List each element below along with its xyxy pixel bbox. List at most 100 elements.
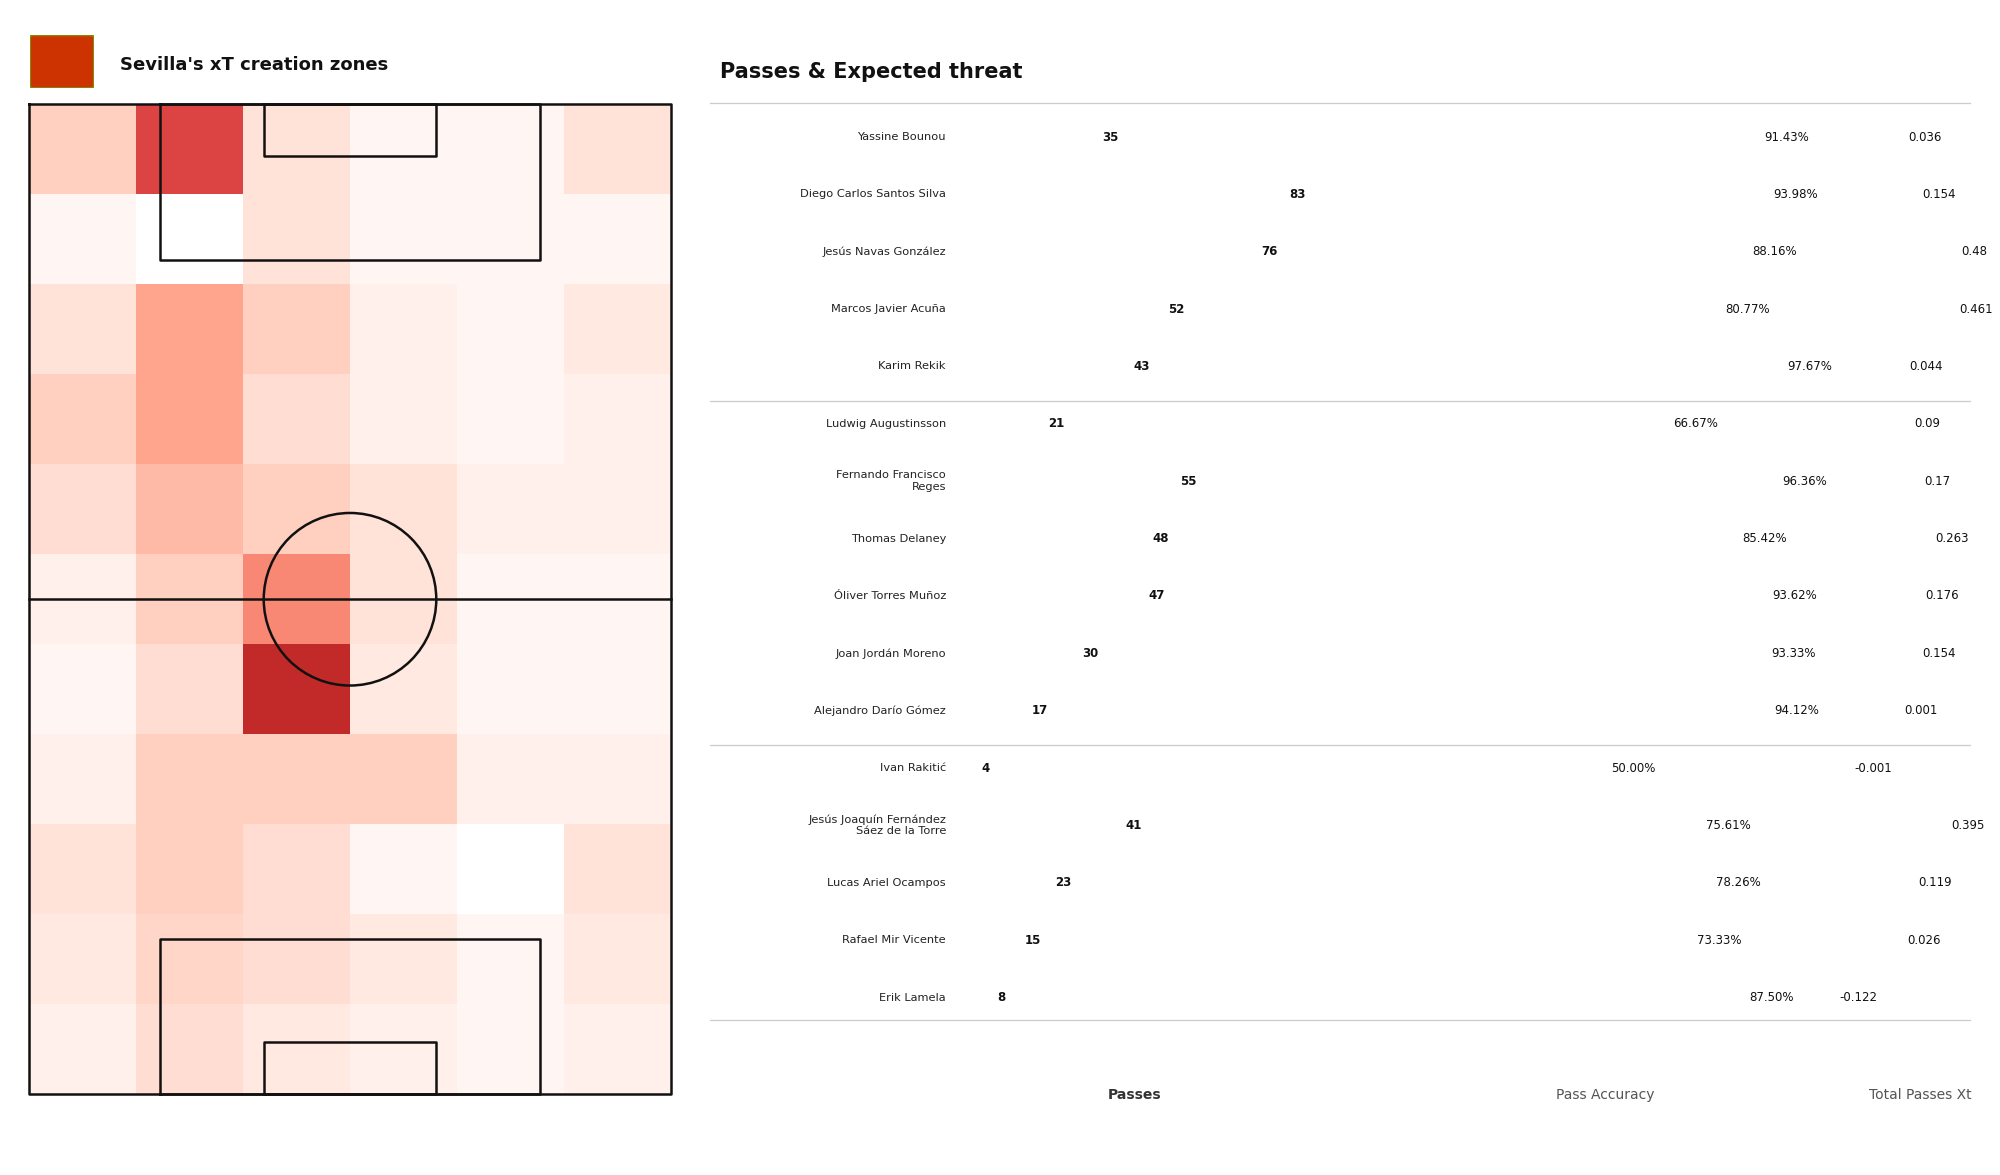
Text: 91.43%: 91.43% bbox=[1764, 130, 1810, 143]
Bar bbox=[350, 284, 456, 375]
Text: 0.036: 0.036 bbox=[1908, 130, 1942, 143]
Text: 83: 83 bbox=[1288, 188, 1306, 201]
Bar bbox=[136, 194, 244, 284]
Text: 52: 52 bbox=[1168, 303, 1184, 316]
Text: 30: 30 bbox=[1082, 646, 1098, 660]
Text: 0.263: 0.263 bbox=[1936, 532, 1968, 545]
Text: 80.77%: 80.77% bbox=[1724, 303, 1770, 316]
Bar bbox=[456, 644, 564, 734]
Bar bbox=[456, 914, 564, 1005]
Bar bbox=[244, 1005, 350, 1094]
Text: 43: 43 bbox=[1134, 360, 1150, 372]
Bar bbox=[564, 284, 670, 375]
Text: 0.044: 0.044 bbox=[1910, 360, 1942, 372]
Bar bbox=[244, 644, 350, 734]
Text: Total Passes Xt: Total Passes Xt bbox=[1868, 1088, 1972, 1102]
Text: Fernando Francisco
Reges: Fernando Francisco Reges bbox=[836, 470, 946, 492]
Text: Marcos Javier Acuña: Marcos Javier Acuña bbox=[832, 304, 946, 314]
Text: 55: 55 bbox=[1180, 475, 1196, 488]
Text: -0.001: -0.001 bbox=[1854, 761, 1892, 774]
Text: 0.026: 0.026 bbox=[1908, 934, 1940, 947]
Bar bbox=[564, 824, 670, 914]
Text: 47: 47 bbox=[1148, 590, 1166, 603]
Bar bbox=[244, 194, 350, 284]
Bar bbox=[244, 284, 350, 375]
Bar bbox=[136, 824, 244, 914]
Bar bbox=[564, 555, 670, 644]
Text: 15: 15 bbox=[1024, 934, 1040, 947]
Bar bbox=[136, 375, 244, 464]
Text: Rafael Mir Vicente: Rafael Mir Vicente bbox=[842, 935, 946, 945]
Text: 0.154: 0.154 bbox=[1922, 646, 1956, 660]
Text: Erik Lamela: Erik Lamela bbox=[880, 993, 946, 1002]
Text: Jesús Navas González: Jesús Navas González bbox=[822, 247, 946, 257]
Bar bbox=[136, 555, 244, 644]
Text: 4: 4 bbox=[982, 761, 990, 774]
Bar bbox=[456, 105, 564, 194]
Text: 0.119: 0.119 bbox=[1918, 877, 1952, 889]
Text: Karim Rekik: Karim Rekik bbox=[878, 362, 946, 371]
Text: 0.17: 0.17 bbox=[1924, 475, 1950, 488]
Bar bbox=[456, 464, 564, 555]
Bar bbox=[30, 105, 136, 194]
Bar bbox=[456, 375, 564, 464]
Text: 48: 48 bbox=[1152, 532, 1170, 545]
Bar bbox=[30, 194, 136, 284]
Text: 21: 21 bbox=[1048, 417, 1064, 430]
Bar bbox=[456, 734, 564, 824]
Bar bbox=[136, 464, 244, 555]
Bar bbox=[244, 105, 350, 194]
Bar bbox=[30, 914, 136, 1005]
Text: 0.001: 0.001 bbox=[1904, 704, 1938, 717]
Bar bbox=[350, 105, 456, 194]
Text: 8: 8 bbox=[998, 991, 1006, 1005]
Text: Passes: Passes bbox=[1108, 1088, 1162, 1102]
Bar bbox=[564, 734, 670, 824]
Bar bbox=[456, 284, 564, 375]
Bar bbox=[244, 734, 350, 824]
Bar bbox=[564, 105, 670, 194]
Bar bbox=[136, 914, 244, 1005]
Bar bbox=[350, 464, 456, 555]
Bar bbox=[456, 194, 564, 284]
Text: 66.67%: 66.67% bbox=[1672, 417, 1718, 430]
Bar bbox=[244, 375, 350, 464]
Text: 78.26%: 78.26% bbox=[1716, 877, 1760, 889]
Bar bbox=[244, 555, 350, 644]
Text: 85.42%: 85.42% bbox=[1742, 532, 1786, 545]
Bar bbox=[350, 644, 456, 734]
Text: 0.48: 0.48 bbox=[1962, 246, 1988, 258]
Bar bbox=[350, 734, 456, 824]
Text: Jesús Joaquín Fernández
Sáez de la Torre: Jesús Joaquín Fernández Sáez de la Torre bbox=[808, 814, 946, 837]
Bar bbox=[244, 464, 350, 555]
Bar bbox=[350, 824, 456, 914]
Text: 0.395: 0.395 bbox=[1952, 819, 1984, 832]
Bar bbox=[350, 914, 456, 1005]
Text: 50.00%: 50.00% bbox=[1612, 761, 1656, 774]
Text: 17: 17 bbox=[1032, 704, 1048, 717]
Text: Lucas Ariel Ocampos: Lucas Ariel Ocampos bbox=[828, 878, 946, 888]
Text: 87.50%: 87.50% bbox=[1750, 991, 1794, 1005]
Text: 96.36%: 96.36% bbox=[1782, 475, 1828, 488]
Bar bbox=[136, 284, 244, 375]
Text: 93.98%: 93.98% bbox=[1774, 188, 1818, 201]
Bar bbox=[30, 284, 136, 375]
Bar bbox=[350, 1005, 456, 1094]
Text: 94.12%: 94.12% bbox=[1774, 704, 1820, 717]
Text: Joan Jordán Moreno: Joan Jordán Moreno bbox=[836, 649, 946, 658]
Text: 35: 35 bbox=[1102, 130, 1118, 143]
Text: Óliver Torres Muñoz: Óliver Torres Muñoz bbox=[834, 591, 946, 600]
Text: 75.61%: 75.61% bbox=[1706, 819, 1750, 832]
Text: 97.67%: 97.67% bbox=[1788, 360, 1832, 372]
Bar bbox=[350, 375, 456, 464]
Text: 93.62%: 93.62% bbox=[1772, 590, 1818, 603]
Bar bbox=[456, 824, 564, 914]
Bar bbox=[136, 644, 244, 734]
Bar bbox=[244, 914, 350, 1005]
Text: Diego Carlos Santos Silva: Diego Carlos Santos Silva bbox=[800, 189, 946, 200]
Bar bbox=[456, 1005, 564, 1094]
Text: Yassine Bounou: Yassine Bounou bbox=[858, 132, 946, 142]
Bar bbox=[30, 734, 136, 824]
Bar bbox=[136, 1005, 244, 1094]
Text: 73.33%: 73.33% bbox=[1698, 934, 1742, 947]
